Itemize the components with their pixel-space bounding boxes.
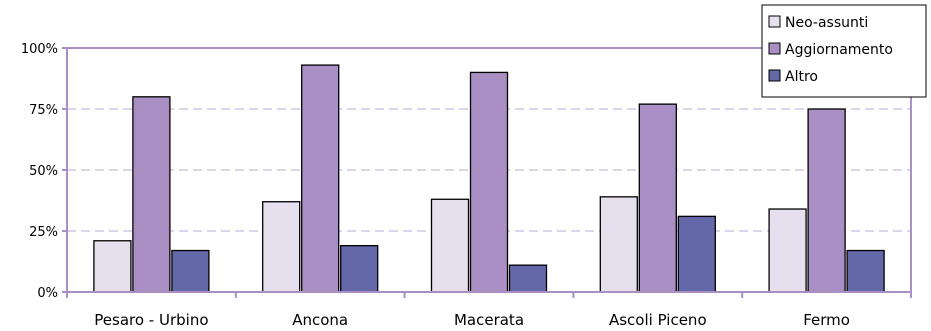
legend-swatch bbox=[768, 69, 781, 82]
bar-aggiornamento-fermo bbox=[807, 108, 846, 293]
bar-neo-assunti-ascoli-piceno bbox=[599, 196, 638, 293]
legend-label: Altro bbox=[785, 69, 818, 85]
bar-aggiornamento-macerata bbox=[469, 71, 509, 293]
bar-neo-assunti-ancona bbox=[262, 201, 301, 293]
y-tick-label: 100% bbox=[21, 42, 58, 57]
category-labels: Pesaro - Urbino Ancona Macerata Ascoli Pice… bbox=[94, 311, 850, 329]
bar-neo-assunti-pesaro-urbino bbox=[93, 240, 132, 293]
category-label: Pesaro - Urbino bbox=[94, 311, 208, 329]
bar-altro-ascoli-piceno bbox=[677, 215, 716, 293]
y-tick-labels: 0% 25% 50% 75% 100% bbox=[21, 42, 58, 301]
legend: Neo-assunti Aggiornamento Altro bbox=[761, 4, 927, 98]
legend-label: Neo-assunti bbox=[785, 15, 868, 31]
bar-neo-assunti-macerata bbox=[430, 198, 470, 293]
y-tick-label: 75% bbox=[29, 103, 58, 118]
axes bbox=[62, 47, 912, 298]
legend-box bbox=[761, 4, 927, 98]
bar-neo-assunti-fermo bbox=[768, 208, 807, 293]
bar-altro-macerata bbox=[508, 264, 548, 293]
legend-label: Aggiornamento bbox=[785, 42, 893, 58]
bar-aggiornamento-ascoli-piceno bbox=[638, 103, 677, 293]
category-label: Ancona bbox=[292, 311, 348, 329]
plot-frame bbox=[66, 47, 912, 293]
category-label: Ascoli Piceno bbox=[609, 311, 707, 329]
bar-altro-fermo bbox=[846, 249, 885, 293]
y-tick-label: 0% bbox=[37, 286, 58, 301]
category-label: Fermo bbox=[803, 311, 850, 329]
legend-swatch bbox=[768, 42, 781, 55]
legend-swatch bbox=[768, 15, 781, 28]
bar-aggiornamento-ancona bbox=[301, 64, 340, 293]
y-tick-label: 25% bbox=[29, 225, 58, 240]
bar-aggiornamento-pesaro-urbino bbox=[132, 96, 171, 293]
category-label: Macerata bbox=[454, 311, 524, 329]
y-tick-label: 50% bbox=[29, 164, 58, 179]
bars bbox=[93, 64, 885, 293]
bar-altro-pesaro-urbino bbox=[171, 249, 210, 293]
bar-altro-ancona bbox=[340, 244, 379, 293]
